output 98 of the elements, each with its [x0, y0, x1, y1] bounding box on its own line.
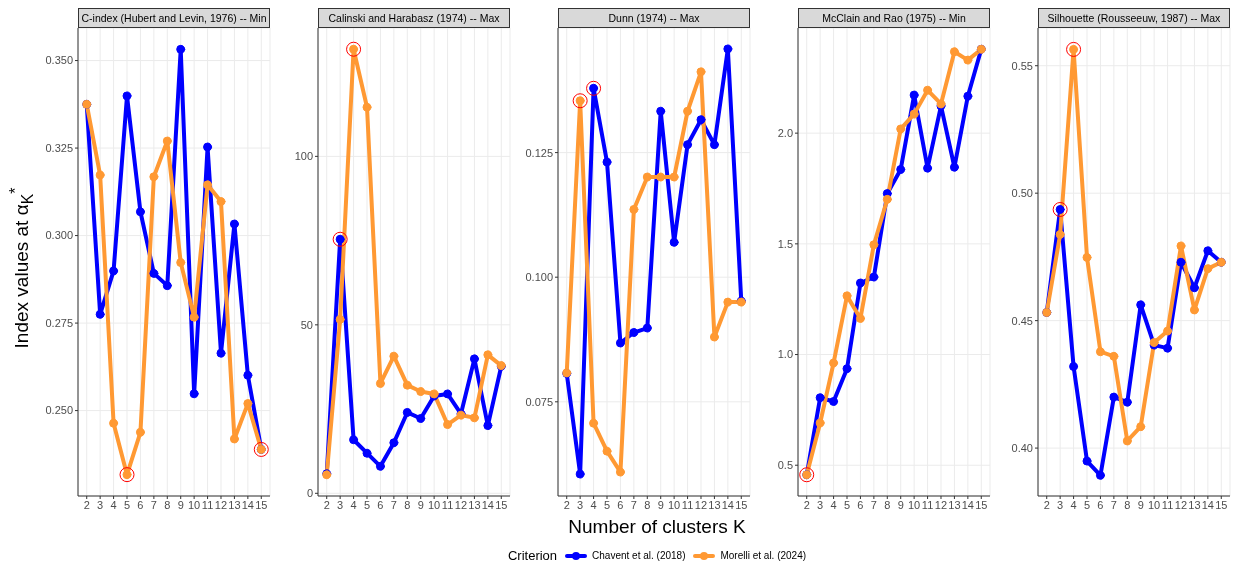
x-tick-label: 13 [708, 498, 721, 511]
legend-label: Morelli et al. (2024) [720, 550, 807, 561]
y-tick-label: 0.50 [1011, 187, 1033, 200]
x-tick-label: 3 [337, 498, 344, 511]
x-tick-label: 5 [1083, 498, 1091, 511]
x-tick-label: 10 [1148, 498, 1161, 511]
x-tick-label: 2 [563, 498, 570, 511]
x-tick-label: 10 [188, 498, 201, 511]
x-tick-label: 13 [228, 498, 241, 511]
x-tick-label: 14 [961, 498, 974, 511]
x-tick-label: 3 [1057, 498, 1064, 511]
x-tick-label: 3 [577, 498, 584, 511]
y-tick-label: 0.325 [45, 141, 73, 154]
x-tick-label: 4 [1070, 498, 1077, 511]
x-tick-label: 2 [83, 498, 90, 511]
x-tick-label: 14 [481, 498, 494, 511]
chart-title: C-index (Hubert and Levin, 1976) -- Min [78, 8, 270, 28]
x-tick-label: 8 [644, 498, 651, 511]
x-tick-label: 15 [1215, 498, 1228, 511]
x-tick-label: 8 [1124, 498, 1131, 511]
x-tick-label: 12 [694, 498, 708, 511]
x-tick-label: 12 [454, 498, 468, 511]
chart-title: Silhouette (Rousseeuw, 1987) -- Max [1038, 8, 1230, 28]
x-tick-label: 8 [404, 498, 411, 511]
x-tick-label: 15 [975, 498, 988, 511]
y-tick-label: 0.55 [1011, 59, 1033, 72]
y-tick-label: 100 [294, 150, 313, 163]
x-tick-label: 14 [721, 498, 734, 511]
x-tick-label: 11 [921, 498, 934, 511]
y-tick-label: 2.0 [777, 127, 793, 140]
y-tick-label: 50 [300, 318, 313, 331]
x-tick-label: 6 [1097, 498, 1104, 511]
x-tick-label: 2 [323, 498, 330, 511]
x-tick-label: 8 [884, 498, 891, 511]
x-tick-label: 11 [201, 498, 214, 511]
x-tick-label: 13 [1188, 498, 1201, 511]
x-tick-label: 4 [830, 498, 837, 511]
x-tick-label: 14 [1201, 498, 1214, 511]
x-tick-label: 12 [934, 498, 948, 511]
chart-title: Dunn (1974) -- Max [558, 8, 750, 28]
x-tick-label: 6 [377, 498, 384, 511]
y-tick-label: 0.075 [525, 395, 553, 408]
x-tick-label: 11 [1161, 498, 1174, 511]
x-tick-label: 15 [255, 498, 268, 511]
x-tick-label: 9 [657, 498, 664, 511]
x-tick-label: 4 [350, 498, 357, 511]
x-tick-label: 7 [1110, 498, 1117, 511]
x-tick-label: 6 [617, 498, 624, 511]
x-tick-label: 2 [803, 498, 810, 511]
x-tick-label: 6 [857, 498, 864, 511]
chart-title: Calinski and Harabasz (1974) -- Max [318, 8, 510, 28]
x-axis-title: Number of clusters K [568, 516, 746, 539]
x-tick-label: 9 [177, 498, 184, 511]
x-tick-label: 12 [214, 498, 228, 511]
chart-title: McClain and Rao (1975) -- Min [798, 8, 990, 28]
x-tick-label: 5 [603, 498, 611, 511]
x-tick-label: 13 [948, 498, 961, 511]
y-tick-label: 0.275 [45, 316, 73, 329]
legend-label: Chavent et al. (2018) [592, 550, 686, 561]
x-tick-label: 10 [908, 498, 921, 511]
y-tick-label: 1.0 [777, 348, 793, 361]
x-tick-label: 9 [417, 498, 424, 511]
x-tick-label: 11 [681, 498, 694, 511]
x-tick-label: 4 [590, 498, 597, 511]
x-tick-label: 7 [150, 498, 157, 511]
legend-title: Criterion [507, 548, 558, 563]
x-tick-label: 9 [1137, 498, 1144, 511]
x-tick-label: 3 [97, 498, 104, 511]
x-tick-label: 10 [428, 498, 441, 511]
y-tick-label: 0.250 [45, 404, 73, 417]
x-tick-label: 6 [137, 498, 144, 511]
x-tick-label: 3 [817, 498, 824, 511]
x-tick-label: 13 [468, 498, 481, 511]
y-tick-label: 0.125 [525, 146, 553, 159]
x-tick-label: 7 [630, 498, 637, 511]
y-tick-label: 0.40 [1011, 441, 1033, 454]
y-tick-label: 0.100 [525, 271, 553, 284]
x-tick-label: 12 [1174, 498, 1188, 511]
x-tick-label: 7 [870, 498, 877, 511]
x-tick-label: 7 [390, 498, 397, 511]
y-tick-label: 0.45 [1011, 314, 1033, 327]
x-tick-label: 4 [110, 498, 117, 511]
x-tick-label: 10 [668, 498, 681, 511]
y-tick-label: 1.5 [777, 237, 793, 250]
y-tick-label: 0 [306, 487, 313, 500]
x-tick-label: 8 [164, 498, 171, 511]
x-tick-label: 5 [843, 498, 851, 511]
y-tick-label: 0.300 [45, 229, 73, 242]
x-tick-label: 5 [123, 498, 131, 511]
x-tick-label: 2 [1043, 498, 1050, 511]
y-tick-label: 0.5 [777, 459, 793, 472]
x-tick-label: 15 [735, 498, 748, 511]
x-tick-label: 5 [363, 498, 371, 511]
x-tick-label: 15 [495, 498, 508, 511]
x-tick-label: 11 [441, 498, 454, 511]
y-tick-label: 0.350 [45, 54, 73, 67]
x-tick-label: 9 [897, 498, 904, 511]
x-tick-label: 14 [241, 498, 254, 511]
